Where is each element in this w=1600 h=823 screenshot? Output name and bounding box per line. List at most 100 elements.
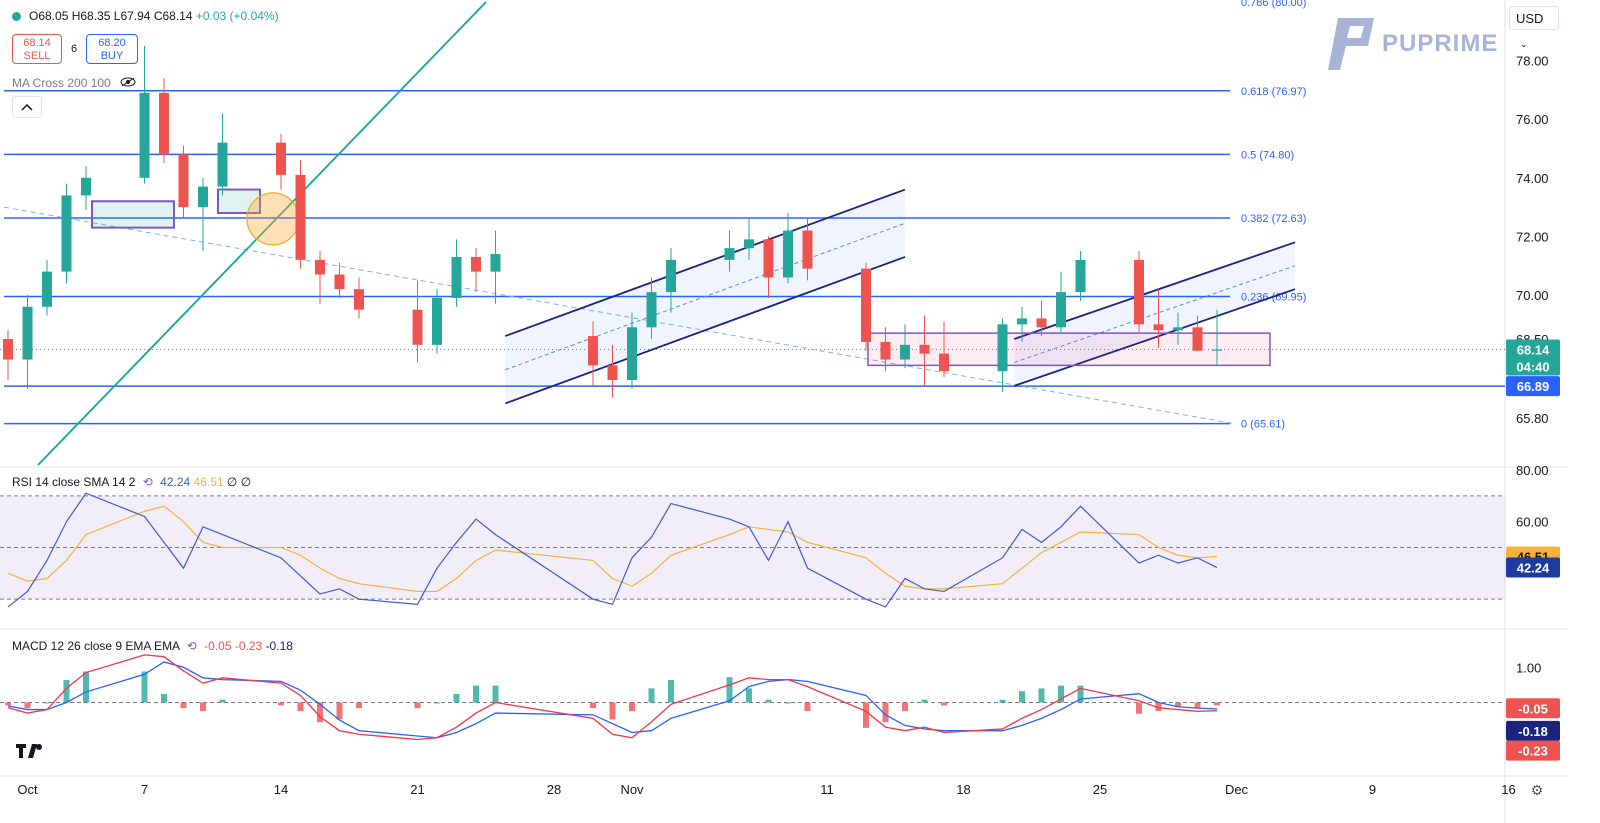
candle-body (1075, 259, 1086, 293)
candle-body (919, 344, 930, 354)
price-tick-label: 65.80 (1516, 411, 1549, 426)
price-tick-label: 70.00 (1516, 288, 1549, 303)
fib-level-label: 0.236 (69.95) (1241, 292, 1306, 304)
high-value: H68.35 (71, 9, 111, 23)
rsi-value: 42.24 (160, 475, 191, 489)
macd-histogram-bar (44, 702, 50, 704)
candle-body (1212, 349, 1222, 351)
channel-nov18-lower (1013, 288, 1296, 387)
macd-histogram-bar (941, 702, 947, 706)
fib-level-label: 0.382 (72.63) (1241, 213, 1306, 225)
fib-level-label: 0 (65.61) (1241, 419, 1285, 431)
macd-histogram-bar (629, 702, 635, 711)
macd-histogram-bar (746, 688, 752, 703)
candle-body (997, 324, 1008, 372)
gear-icon[interactable]: ⚙ (1530, 782, 1544, 798)
macd-histogram-bar (921, 699, 928, 703)
candle-body (861, 268, 871, 342)
candle-body (61, 195, 72, 272)
buy-label: BUY (100, 50, 124, 62)
currency-select[interactable]: USD ⌄ (1509, 6, 1559, 49)
market-status-icon (12, 12, 21, 21)
time-tick-label: Nov (620, 782, 644, 797)
support-price-tag: 66.89 (1517, 379, 1550, 394)
ma-indicator-label[interactable]: MA Cross 200 100 (12, 76, 136, 90)
macd-signal-value: -0.18 (265, 639, 293, 653)
time-tick-label: Oct (17, 782, 38, 797)
eye-hidden-icon[interactable] (120, 76, 136, 90)
time-tick-label: 9 (1369, 782, 1376, 797)
currency-value: USD (1516, 11, 1544, 26)
buy-button[interactable]: 68.20 BUY (86, 34, 138, 64)
macd-tick-label: 1.00 (1516, 660, 1541, 675)
brand-logo: PUPRIME (1328, 18, 1498, 70)
macd-histogram-bar (200, 702, 206, 711)
sell-button[interactable]: 68.14 SELL (12, 34, 62, 64)
macd-tag: -0.23 (1518, 744, 1548, 759)
candle-body (1036, 318, 1047, 328)
rsi-tick-label: 60.00 (1516, 515, 1549, 530)
candle-body (178, 154, 189, 208)
macd-histogram-bar (785, 702, 791, 704)
macd-histogram-bar (863, 702, 869, 728)
rsi-sma-value: 46.51 (193, 475, 224, 489)
channel-oct28-median (505, 222, 906, 371)
sell-price: 68.14 (23, 37, 51, 49)
macd-signal-tag-bg (1506, 720, 1560, 741)
chevron-up-icon[interactable] (12, 96, 42, 118)
macd-histogram-bar (5, 702, 11, 706)
current-price-tag-bg (1506, 339, 1560, 376)
price-tick-label: 78.00 (1516, 54, 1549, 69)
logo-text: PUPRIME (1382, 30, 1499, 57)
macd-histogram-bar (804, 702, 811, 711)
sync-icon[interactable]: ⟲ (142, 475, 153, 489)
macd-hist-value: -0.05 (204, 639, 232, 653)
rsi-extra-2: ∅ (240, 475, 252, 489)
time-tick-label: 25 (1093, 782, 1107, 797)
macd-histogram-bar (590, 702, 596, 709)
macd-histogram-bar (453, 694, 460, 703)
macd-histogram-bar (1058, 685, 1064, 703)
time-tick-label: 11 (820, 782, 834, 797)
channel-oct28-upper (504, 188, 906, 337)
candle-body (763, 239, 774, 278)
candle-body (451, 256, 462, 298)
candle-body (783, 230, 793, 278)
ma-label-text: MA Cross 200 100 (12, 76, 111, 90)
rsi-tick-label: 80.00 (1516, 463, 1549, 478)
rsi-line (7, 492, 1218, 608)
candle-body (276, 142, 286, 175)
sync-icon[interactable]: ⟲ (186, 639, 197, 653)
candle-body (139, 92, 150, 178)
logo-mark-icon (1328, 18, 1374, 70)
candle-body (354, 289, 364, 310)
candle-body (3, 338, 13, 360)
macd-histogram-bar (434, 702, 440, 704)
candle-body (724, 248, 735, 260)
tradingview-logo-icon (16, 744, 44, 765)
candle-body (198, 186, 208, 208)
fib-level-label: 0.786 (80.00) (1241, 0, 1306, 9)
time-tick-label: 21 (410, 782, 424, 797)
current-price-tag: 04:40 (1516, 360, 1549, 375)
candle-body (81, 177, 91, 196)
candle-body (744, 239, 754, 249)
time-tick-label: Dec (1225, 782, 1249, 797)
macd-histogram-bar (1077, 685, 1084, 703)
price-tick-label: 72.00 (1516, 229, 1549, 244)
macd-histogram-bar (1019, 691, 1025, 703)
candle-body (1134, 259, 1144, 325)
macd-histogram-bar (83, 671, 89, 703)
macd-histogram-bar (297, 702, 304, 711)
rsi-title: RSI 14 close SMA 14 2 (12, 475, 136, 489)
macd-legend[interactable]: MACD 12 26 close 9 EMA EMA ⟲ -0.05 -0.23… (12, 639, 293, 653)
macd-histogram-bar (1038, 688, 1045, 703)
candle-body (646, 292, 657, 328)
macd-histogram-bar (726, 677, 733, 703)
rsi-legend[interactable]: RSI 14 close SMA 14 2 ⟲ 42.24 46.51 ∅ ∅ (12, 475, 251, 489)
close-value: C68.14 (153, 9, 193, 23)
candle-body (607, 365, 618, 381)
macd-histogram-bar (668, 679, 674, 703)
candle-body (490, 254, 501, 272)
